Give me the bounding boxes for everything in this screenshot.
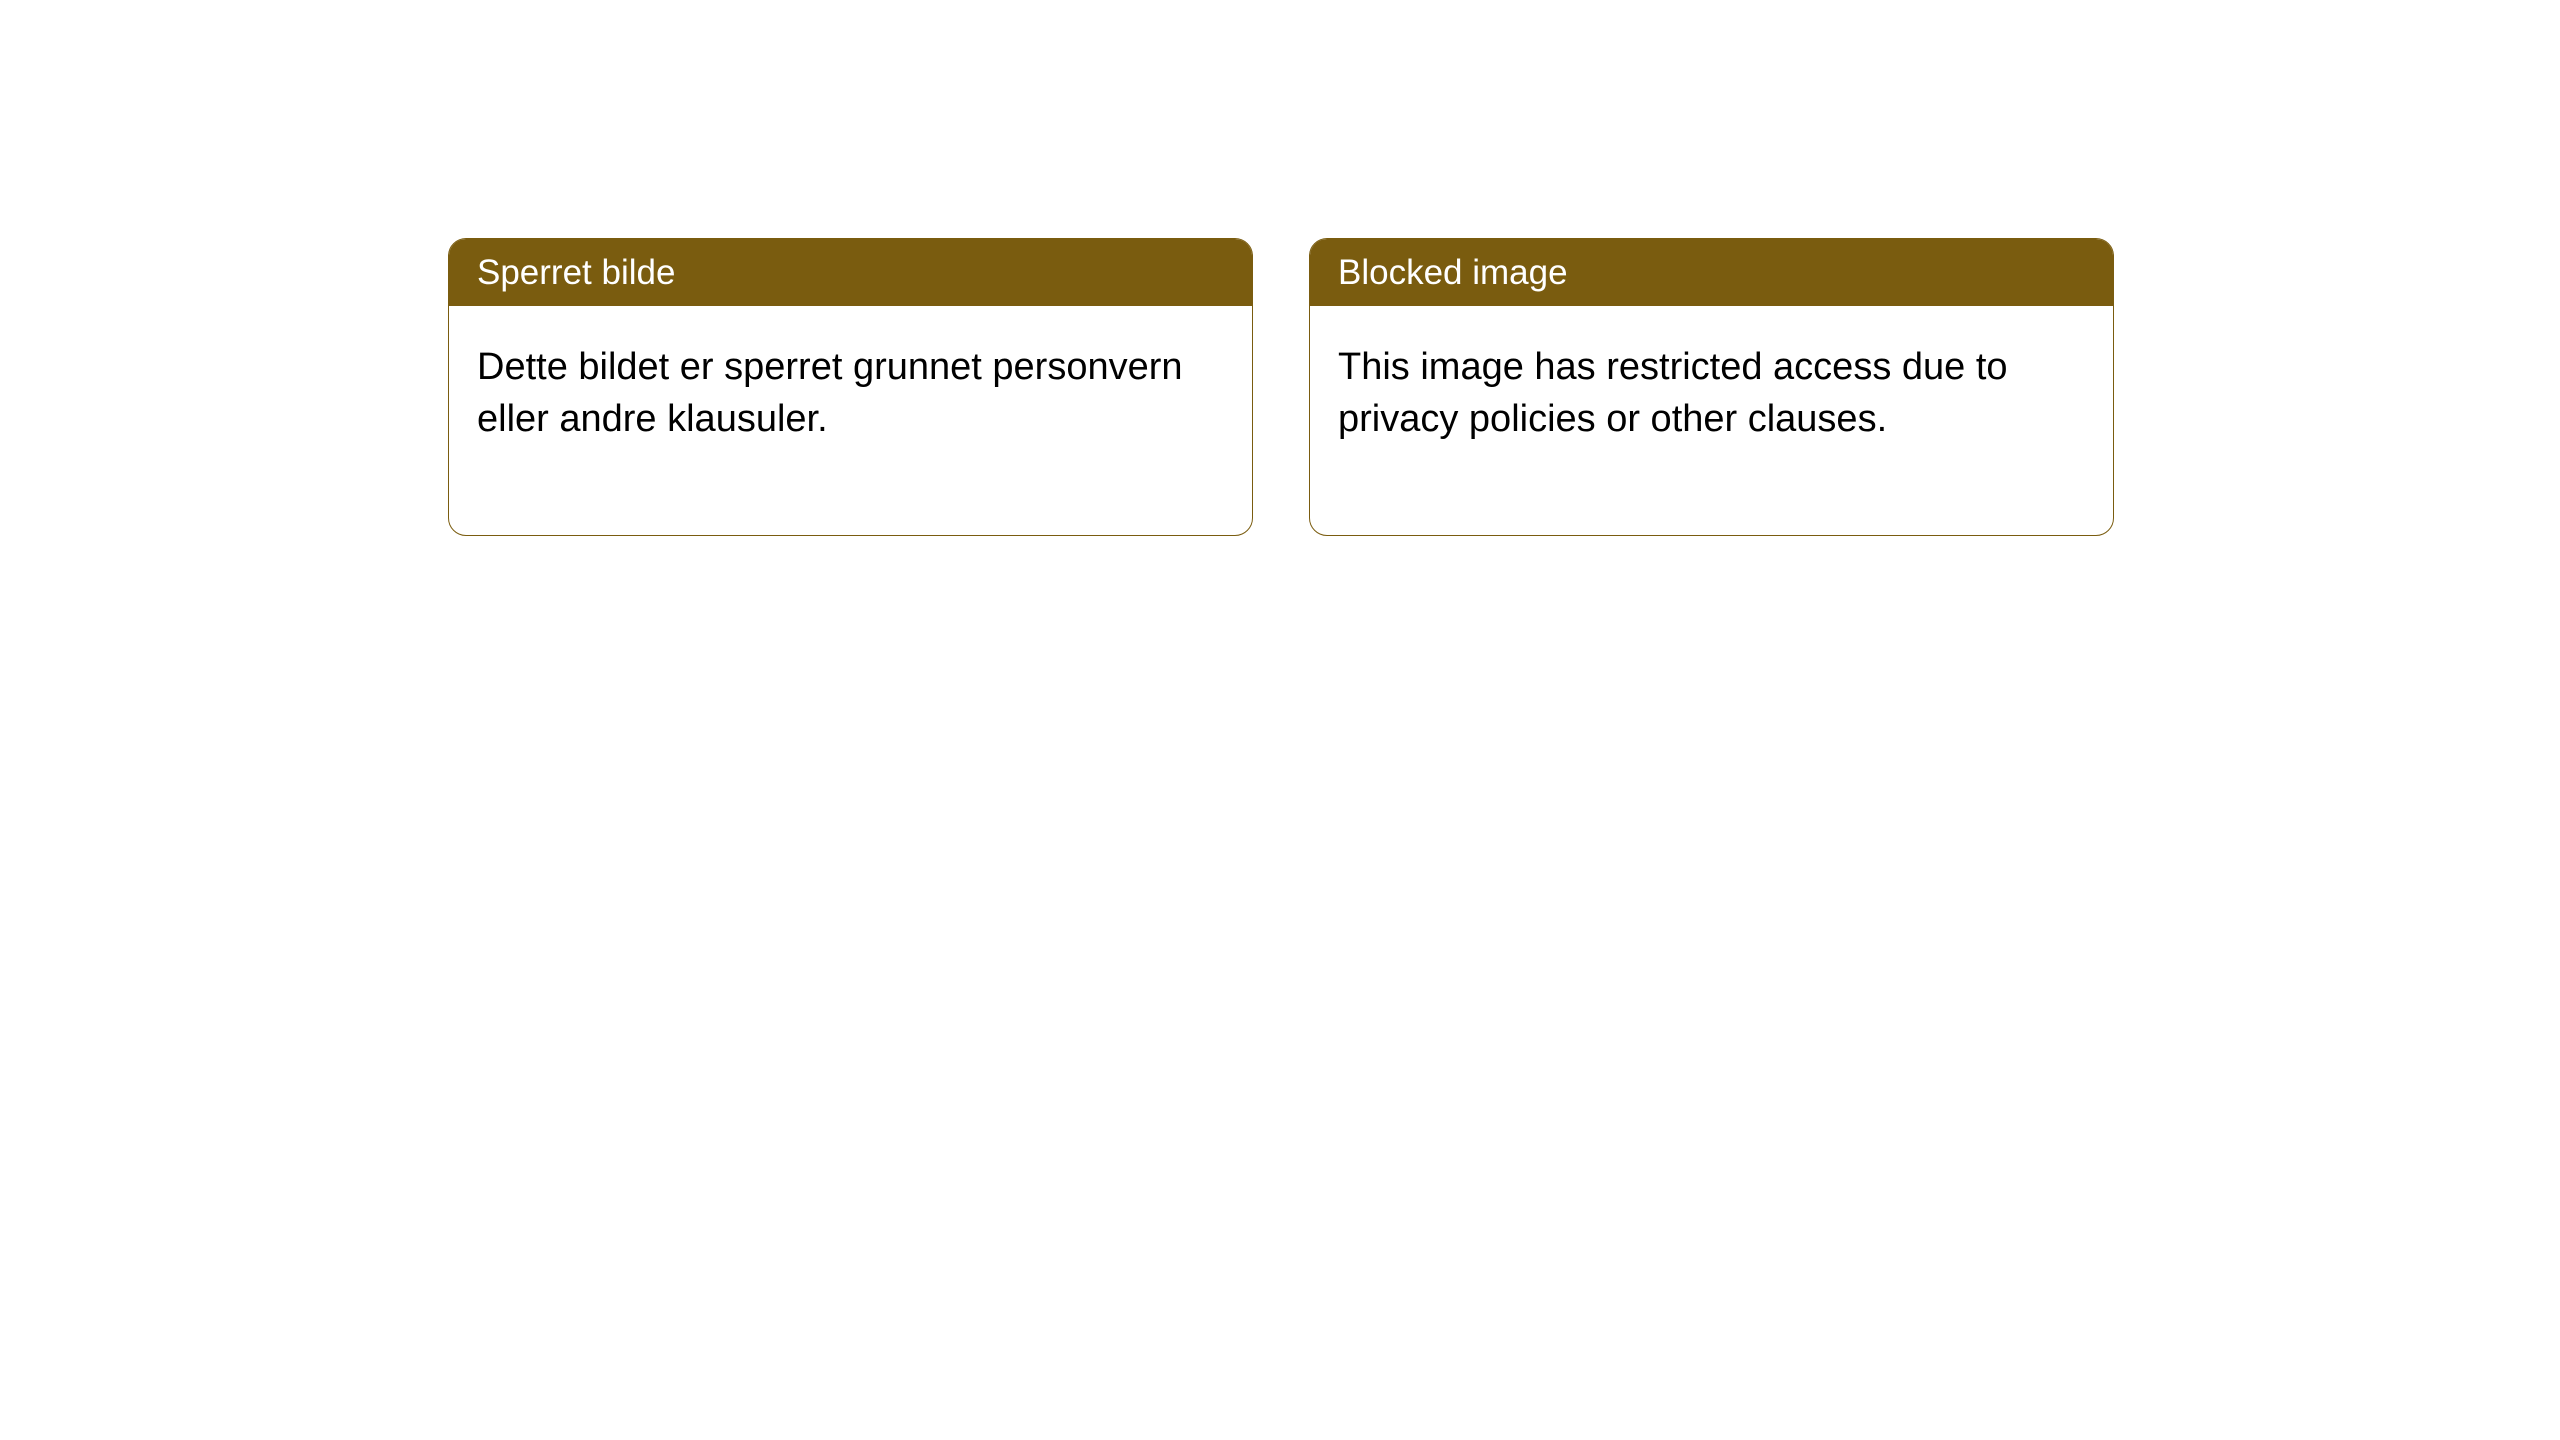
notice-card-pair: Sperret bilde Dette bildet er sperret gr… [0,0,2560,536]
notice-card-body: Dette bildet er sperret grunnet personve… [449,306,1252,535]
notice-card-title: Blocked image [1310,239,2113,306]
notice-card-body: This image has restricted access due to … [1310,306,2113,535]
notice-card-no: Sperret bilde Dette bildet er sperret gr… [448,238,1253,536]
notice-card-en: Blocked image This image has restricted … [1309,238,2114,536]
notice-card-title: Sperret bilde [449,239,1252,306]
